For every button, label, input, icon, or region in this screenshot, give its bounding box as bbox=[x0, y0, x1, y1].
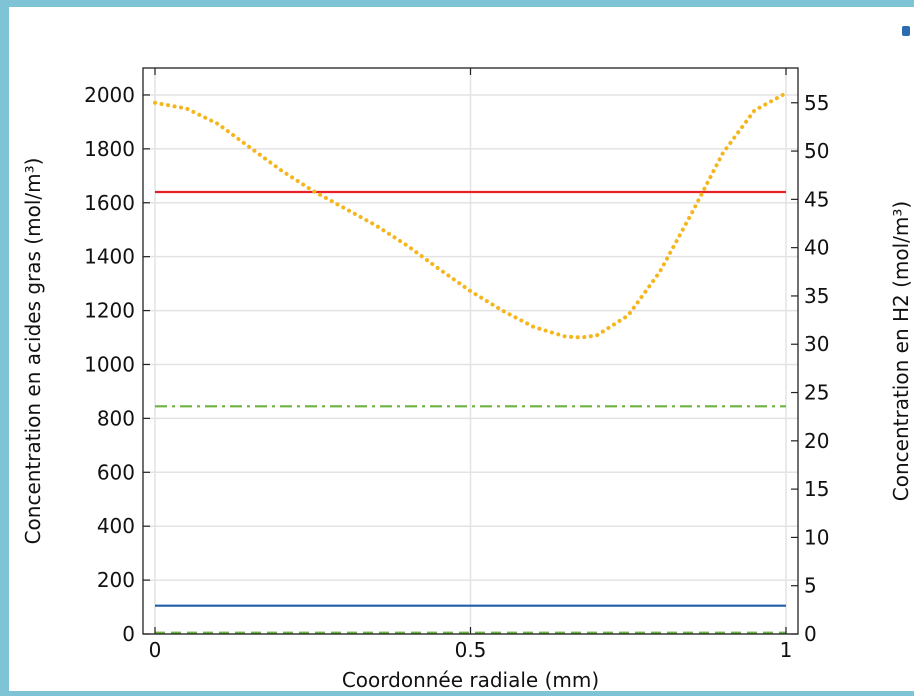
y-axis-left-label: Concentration en acides gras (mol/m³) bbox=[21, 158, 45, 545]
series-line-5 bbox=[153, 91, 788, 340]
ticks: 0 0.5 102004006008001000120014001600180020… bbox=[84, 68, 829, 662]
y-right-tick-label: 0 bbox=[804, 622, 817, 646]
y-axis-right-label: Concentration en H2 (mol/m³) bbox=[889, 201, 913, 501]
y-right-tick-label: 20 bbox=[804, 429, 829, 453]
x-tick-label: 0.5 bbox=[455, 638, 487, 662]
y-left-tick-label: 800 bbox=[97, 406, 135, 430]
y-right-tick-label: 35 bbox=[804, 284, 829, 308]
x-axis-label: Coordonnée radiale (mm) bbox=[342, 668, 599, 692]
y-left-tick-label: 400 bbox=[97, 514, 135, 538]
y-right-tick-label: 40 bbox=[804, 236, 829, 260]
y-right-tick-label: 45 bbox=[804, 187, 829, 211]
y-right-tick-label: 5 bbox=[804, 574, 817, 598]
y-left-tick-label: 1400 bbox=[84, 245, 135, 269]
y-right-tick-label: 55 bbox=[804, 91, 829, 115]
y-right-tick-label: 25 bbox=[804, 381, 829, 405]
y-left-tick-label: 600 bbox=[97, 460, 135, 484]
y-left-tick-label: 1800 bbox=[84, 137, 135, 161]
y-left-tick-label: 0 bbox=[122, 622, 135, 646]
y-right-tick-label: 15 bbox=[804, 477, 829, 501]
x-tick-label: 1 bbox=[780, 638, 793, 662]
window-corner-icon bbox=[902, 26, 910, 36]
y-right-tick-label: 10 bbox=[804, 525, 829, 549]
y-left-tick-label: 1200 bbox=[84, 299, 135, 323]
y-left-tick-label: 200 bbox=[97, 568, 135, 592]
y-left-tick-label: 1600 bbox=[84, 191, 135, 215]
y-left-tick-label: 2000 bbox=[84, 83, 135, 107]
grid bbox=[143, 68, 798, 635]
y-right-tick-label: 30 bbox=[804, 332, 829, 356]
y-left-tick-label: 1000 bbox=[84, 352, 135, 376]
x-tick-label: 0 bbox=[149, 638, 162, 662]
y-right-tick-label: 50 bbox=[804, 139, 829, 163]
series-layer bbox=[153, 91, 788, 634]
